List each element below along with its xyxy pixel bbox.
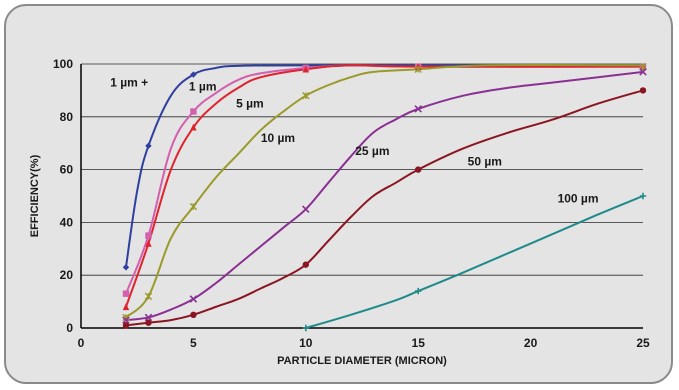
y-tick-label: 20 <box>60 268 74 282</box>
series-5-point <box>415 166 422 173</box>
series-6-point <box>639 192 647 200</box>
y-tick-label: 80 <box>60 110 74 124</box>
series-3-point <box>144 292 153 301</box>
series-2-line <box>125 64 644 308</box>
series-0-line <box>124 64 644 268</box>
series-6-line <box>305 195 644 329</box>
series-4-point <box>122 316 130 324</box>
series-2-point <box>302 65 309 73</box>
series-6-point <box>302 324 309 332</box>
series-label: 1 µm <box>189 79 217 93</box>
series-3-line <box>125 64 644 319</box>
series-6-point <box>415 287 422 295</box>
series-5-point <box>302 261 309 268</box>
x-axis-title: PARTICLE DIAMETER (MICRON) <box>277 355 447 367</box>
y-axis-title: EFFICIENCY(%) <box>29 154 41 237</box>
series-5-point <box>639 87 647 94</box>
series-1-point <box>145 232 152 239</box>
series-label: 100 µm <box>558 192 599 206</box>
series-4-point <box>302 205 310 213</box>
axes <box>80 64 643 329</box>
x-tick-label: 0 <box>78 336 85 350</box>
grid-lines <box>81 63 643 276</box>
series-0-point <box>122 264 130 271</box>
series-label: 25 µm <box>355 144 389 158</box>
series-4-point <box>639 68 647 76</box>
series-4-point <box>189 295 198 303</box>
series-1-line <box>125 64 644 295</box>
x-tick-label: 5 <box>190 336 197 350</box>
series-5-point <box>190 311 197 318</box>
tick-labels: 0 20 40 60 80 100 0 5 10 15 20 25 <box>53 57 650 350</box>
series-label: 10 µm <box>261 131 295 145</box>
series-0-point <box>145 142 152 150</box>
y-tick-label: 60 <box>60 163 74 177</box>
series-label: 5 µm <box>236 97 264 111</box>
y-tick-label: 100 <box>53 57 73 71</box>
series-5-point <box>122 322 130 329</box>
series-2-point <box>122 303 130 311</box>
series-2-point <box>190 123 197 131</box>
series-4-point <box>414 105 422 113</box>
series-3-point <box>414 65 422 73</box>
series-1-point <box>190 108 197 115</box>
y-tick-label: 0 <box>66 321 73 335</box>
x-tick-label: 25 <box>636 336 650 350</box>
x-tick-label: 15 <box>412 336 426 350</box>
series-3-point <box>302 91 310 100</box>
x-tick-label: 20 <box>524 336 538 350</box>
x-tick-label: 10 <box>299 336 313 350</box>
y-tick-label: 40 <box>60 215 74 229</box>
series-4-point <box>144 313 153 322</box>
series-labels: 1 µm + 1 µm 5 µm 10 µm 25 µm 50 µm 100 µm <box>110 75 598 205</box>
series-label: 50 µm <box>468 155 502 169</box>
series-3-point <box>189 202 198 211</box>
series-2-point <box>145 239 152 247</box>
series-label: 1 µm + <box>110 75 148 89</box>
series-0-point <box>190 71 197 78</box>
series-5-point <box>145 319 152 326</box>
series-markers <box>122 62 647 332</box>
series-1-point <box>122 290 130 297</box>
